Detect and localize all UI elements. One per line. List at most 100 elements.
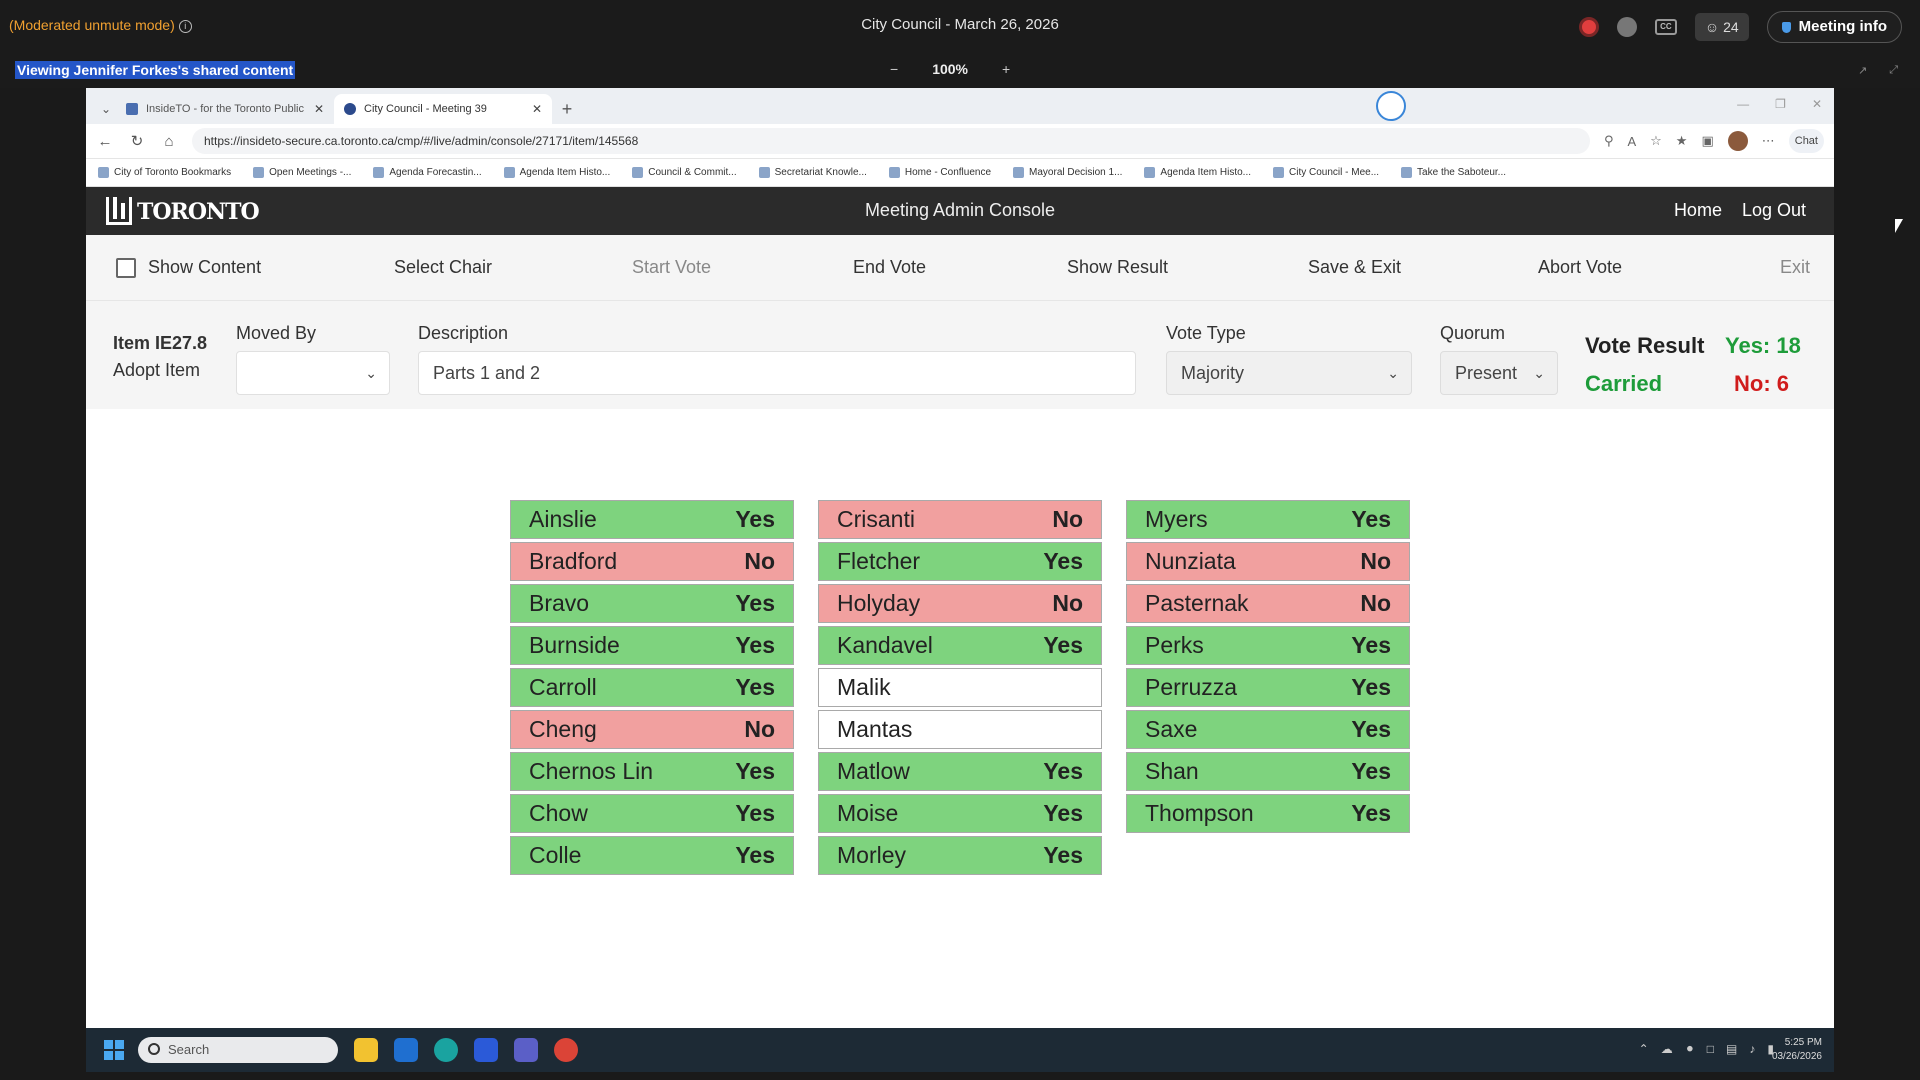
captions-icon[interactable]: CC <box>1654 19 1677 35</box>
bookmark-item[interactable]: Secretariat Knowle... <box>758 167 867 178</box>
bookmark-item[interactable]: Open Meetings -... <box>253 167 351 178</box>
vote-cell-fletcher[interactable]: Fletcher Yes <box>818 542 1102 581</box>
vote-cell-matlow[interactable]: Matlow Yes <box>818 752 1102 791</box>
zoom-in-button[interactable]: + <box>1002 61 1011 77</box>
more-icon[interactable]: ⋯ <box>1761 133 1775 148</box>
quorum-select[interactable]: Present ⌄ <box>1440 351 1558 395</box>
taskbar-search[interactable]: Search <box>138 1037 338 1063</box>
vote-cell-cheng[interactable]: Cheng No <box>510 710 794 749</box>
pop-out-icon[interactable]: ↗ <box>1857 65 1868 77</box>
favorite-star-icon[interactable]: ☆ <box>1650 133 1662 148</box>
participants-button[interactable]: ☺ 24 <box>1694 13 1749 41</box>
file-explorer-icon[interactable] <box>354 1038 378 1062</box>
vote-cell-kandavel[interactable]: Kandavel Yes <box>818 626 1102 665</box>
home-icon[interactable]: ⌂ <box>164 132 174 150</box>
display-icon[interactable]: □ <box>1706 1042 1715 1056</box>
fullscreen-icon[interactable]: ⤢ <box>1889 64 1898 76</box>
copilot-icon[interactable] <box>1376 91 1406 121</box>
end-vote-button[interactable]: End Vote <box>853 257 927 277</box>
show-content-checkbox[interactable] <box>116 257 136 278</box>
refresh-icon[interactable]: ↻ <box>130 133 144 150</box>
meeting-info-button[interactable]: Meeting info <box>1766 11 1902 43</box>
back-icon[interactable]: ← <box>97 132 113 150</box>
vote-type-select[interactable]: Majority ⌄ <box>1166 351 1412 395</box>
start-vote-button[interactable]: Start Vote <box>632 257 712 277</box>
battery-icon[interactable]: ▮ <box>1767 1042 1774 1056</box>
select-chair-button[interactable]: Select Chair <box>394 257 493 277</box>
zoom-out-button[interactable]: − <box>890 61 899 77</box>
moved-by-select[interactable]: ⌄ <box>236 351 390 395</box>
vote-cell-carroll[interactable]: Carroll Yes <box>510 668 794 707</box>
word-icon[interactable] <box>474 1038 498 1062</box>
info-icon[interactable]: i <box>178 19 192 33</box>
profile-avatar[interactable] <box>1727 131 1748 151</box>
vote-cell-crisanti[interactable]: Crisanti No <box>818 500 1102 539</box>
volume-icon[interactable]: ♪ <box>1749 1042 1756 1056</box>
bookmark-item[interactable]: City Council - Mee... <box>1273 167 1379 178</box>
vote-cell-burnside[interactable]: Burnside Yes <box>510 626 794 665</box>
vote-cell-chernos-lin[interactable]: Chernos Lin Yes <box>510 752 794 791</box>
bookmark-item[interactable]: City of Toronto Bookmarks <box>98 167 231 178</box>
show-content-toggle[interactable]: Show Content <box>116 257 261 278</box>
vote-cell-ainslie[interactable]: Ainslie Yes <box>510 500 794 539</box>
restore-icon[interactable]: ❐ <box>1775 97 1786 111</box>
network-icon[interactable]: ▤ <box>1726 1042 1738 1056</box>
close-icon[interactable]: ✕ <box>531 102 542 116</box>
favorites-icon[interactable]: ★ <box>1675 133 1688 148</box>
vote-cell-holyday[interactable]: Holyday No <box>818 584 1102 623</box>
moderated-mode-indicator[interactable]: (Moderated unmute mode) i <box>9 17 192 33</box>
read-aloud-icon[interactable]: A <box>1627 133 1637 149</box>
bookmark-item[interactable]: Agenda Item Histo... <box>1144 167 1251 178</box>
new-tab-button[interactable]: + <box>561 99 573 119</box>
minimize-icon[interactable]: — <box>1737 97 1750 111</box>
microphone-icon[interactable]: ⚫ <box>1684 1042 1695 1056</box>
outlook-icon[interactable] <box>394 1038 418 1062</box>
bookmark-item[interactable]: Home - Confluence <box>888 167 991 178</box>
copilot-chat-button[interactable]: Chat <box>1788 129 1824 153</box>
vote-cell-bravo[interactable]: Bravo Yes <box>510 584 794 623</box>
onedrive-icon[interactable]: ☁ <box>1660 1042 1673 1056</box>
bookmark-item[interactable]: Agenda Forecastin... <box>373 167 482 178</box>
vote-cell-perruzza[interactable]: Perruzza Yes <box>1126 668 1410 707</box>
bookmark-item[interactable]: Take the Saboteur... <box>1401 167 1506 178</box>
bookmark-item[interactable]: Council & Commit... <box>632 167 737 178</box>
copilot-icon[interactable] <box>1616 17 1637 37</box>
vote-cell-morley[interactable]: Morley Yes <box>818 836 1102 875</box>
vote-cell-thompson[interactable]: Thompson Yes <box>1126 794 1410 833</box>
home-link[interactable]: Home <box>1673 200 1722 220</box>
tab-insideto[interactable]: InsideTO - for the Toronto Public Se... … <box>116 94 334 124</box>
vote-cell-perks[interactable]: Perks Yes <box>1126 626 1410 665</box>
vote-cell-chow[interactable]: Chow Yes <box>510 794 794 833</box>
close-icon[interactable]: ✕ <box>313 102 324 116</box>
vote-cell-pasternak[interactable]: Pasternak No <box>1126 584 1410 623</box>
collections-icon[interactable]: ▣ <box>1701 133 1714 148</box>
exit-button[interactable]: Exit <box>1780 257 1811 277</box>
chevron-up-icon[interactable]: ⌃ <box>1638 1042 1649 1056</box>
vote-cell-nunziata[interactable]: Nunziata No <box>1126 542 1410 581</box>
bookmark-item[interactable]: Mayoral Decision 1... <box>1013 167 1122 178</box>
edge-icon[interactable] <box>434 1038 458 1062</box>
url-input[interactable]: https://insideto-secure.ca.toronto.ca/cm… <box>192 128 1590 154</box>
bookmark-item[interactable]: Agenda Item Histo... <box>503 167 610 178</box>
tab-city-council[interactable]: City Council - Meeting 39 ✕ <box>334 94 552 124</box>
close-window-icon[interactable]: ✕ <box>1811 97 1822 111</box>
zoom-icon[interactable]: ⚲ <box>1603 133 1614 148</box>
teams-icon[interactable] <box>514 1038 538 1062</box>
vote-cell-saxe[interactable]: Saxe Yes <box>1126 710 1410 749</box>
chrome-icon[interactable] <box>554 1038 578 1062</box>
vote-cell-colle[interactable]: Colle Yes <box>510 836 794 875</box>
show-result-button[interactable]: Show Result <box>1067 257 1169 277</box>
taskbar-clock[interactable]: 5:25 PM 03/26/2026 <box>1772 1036 1822 1064</box>
vote-cell-moise[interactable]: Moise Yes <box>818 794 1102 833</box>
description-input[interactable]: Parts 1 and 2 <box>418 351 1136 395</box>
windows-start-icon[interactable] <box>104 1040 124 1060</box>
abort-vote-button[interactable]: Abort Vote <box>1538 257 1623 277</box>
vote-cell-mantas[interactable]: Mantas <box>818 710 1102 749</box>
save-exit-button[interactable]: Save & Exit <box>1308 257 1402 277</box>
logout-link[interactable]: Log Out <box>1741 200 1806 220</box>
tab-list-chevron-icon[interactable]: ⌄ <box>100 102 112 116</box>
vote-cell-shan[interactable]: Shan Yes <box>1126 752 1410 791</box>
vote-cell-bradford[interactable]: Bradford No <box>510 542 794 581</box>
vote-cell-myers[interactable]: Myers Yes <box>1126 500 1410 539</box>
vote-cell-malik[interactable]: Malik <box>818 668 1102 707</box>
